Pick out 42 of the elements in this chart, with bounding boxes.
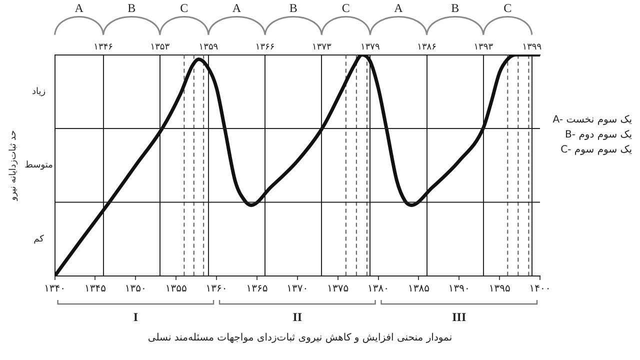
text: C (342, 0, 350, 15)
x-tick-label: ۱۳۹۵ (488, 284, 510, 295)
x-tick-label: ۱۳۶۰ (206, 284, 228, 295)
x2-tick-label: ۱۳۷۹ (360, 42, 380, 53)
text: متوسط (24, 160, 54, 171)
text: C (180, 0, 188, 15)
x-tick-label: ۱۳۴۵ (84, 284, 106, 295)
text: C- یک سوم سوم (560, 144, 632, 156)
x2-tick-label: ۱۳۵۳ (150, 42, 170, 53)
x-tick-label: ۱۳۷۵ (327, 284, 349, 295)
text: کم (34, 234, 45, 244)
x2-tick-label: ۱۳۹۹ (522, 42, 542, 53)
text: II (292, 310, 302, 324)
x-tick-label: ۱۳۶۵ (246, 284, 268, 295)
x2-tick-label: ۱۳۹۳ (474, 42, 494, 53)
x-tick-label: ۱۳۵۵ (165, 284, 187, 295)
x2-tick-label: ۱۳۴۶ (94, 42, 114, 53)
x-tick-label: ۱۴۰۰ (529, 284, 551, 295)
y-axis-title: حد ثبات‌زدایانه نیرو (8, 130, 19, 202)
x-tick-label: ۱۳۵۰ (124, 284, 146, 295)
x-tick-label: ۱۳۸۵ (408, 284, 430, 295)
x-tick-label: ۱۳۴۰ (44, 284, 66, 295)
x2-tick-label: ۱۳۵۹ (198, 42, 218, 53)
x2-tick-label: ۱۳۷۳ (312, 42, 332, 53)
text: B (289, 0, 298, 15)
text: A (232, 0, 242, 15)
text: B (451, 0, 460, 15)
text: نمودار منحنی افزایش و کاهش نیروی ثبات‌زدای مواجهات مسئله‌مند نسلی (148, 332, 452, 344)
text: I (133, 310, 138, 324)
x-tick-label: ۱۳۸۰ (368, 284, 390, 295)
text: C (504, 0, 512, 15)
text: زیاد (32, 87, 46, 98)
text: B (128, 0, 136, 15)
text: III (452, 310, 466, 324)
text: A (394, 0, 404, 15)
x-tick-label: ۱۳۷۰ (286, 284, 308, 295)
x-tick-label: ۱۳۹۰ (448, 284, 470, 295)
text: A (74, 0, 84, 15)
text: A- یک سوم نخست (552, 114, 632, 126)
x2-tick-label: ۱۳۸۶ (417, 42, 437, 53)
text: B- یک سوم دوم (565, 129, 632, 140)
x2-tick-label: ۱۳۶۶ (255, 42, 275, 53)
